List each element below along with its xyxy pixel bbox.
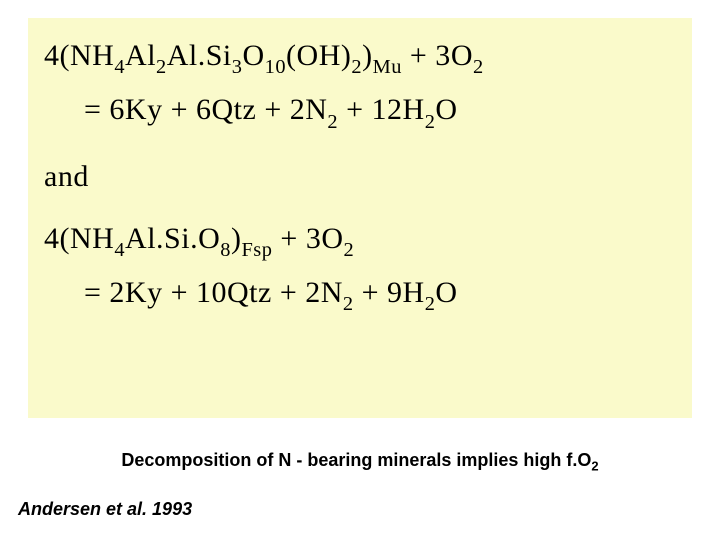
eq-text: O xyxy=(435,93,457,126)
spacer xyxy=(44,261,676,275)
eq-text: + 3 xyxy=(272,222,321,255)
eq-subscript: 3 xyxy=(232,56,243,78)
eq-text: Al xyxy=(125,39,156,72)
caption-text: Decomposition of N - bearing minerals im… xyxy=(121,450,591,470)
spacer xyxy=(44,133,676,159)
eq-phase-label: Fsp xyxy=(241,239,272,261)
equation-and: and xyxy=(44,159,676,195)
eq-subscript: 4 xyxy=(114,239,125,261)
eq-subscript: 2 xyxy=(156,56,167,78)
slide: 4(NH4Al2Al.Si3O10(OH)2)Mu + 3O2 = 6Ky + … xyxy=(0,0,720,540)
eq-text: ) xyxy=(362,39,373,72)
citation: Andersen et al. 1993 xyxy=(18,499,192,520)
eq-text: (OH) xyxy=(286,39,351,72)
eq-subscript: 4 xyxy=(114,56,125,78)
equation-2-line-1: 4(NH4Al.Si.O8)Fsp + 3O2 xyxy=(44,221,676,261)
eq-text: NH xyxy=(70,39,114,72)
eq-subscript: 10 xyxy=(265,56,286,78)
eq-subscript: 2 xyxy=(344,239,355,261)
eq-text: N xyxy=(321,276,343,309)
eq-subscript: 2 xyxy=(473,56,484,78)
equation-1-line-1: 4(NH4Al2Al.Si3O10(OH)2)Mu + 3O2 xyxy=(44,38,676,78)
eq-subscript: 2 xyxy=(425,293,436,315)
spacer xyxy=(44,195,676,221)
eq-text: Ky + 10 xyxy=(125,276,227,309)
equation-1-line-2: = 6Ky + 6Qtz + 2N2 + 12H2O xyxy=(44,92,676,132)
eq-text: Qtz + 2 xyxy=(212,93,306,126)
eq-text: + 3 xyxy=(402,39,451,72)
eq-text: N xyxy=(305,93,327,126)
eq-text: Al.Si xyxy=(167,39,232,72)
equation-box: 4(NH4Al2Al.Si3O10(OH)2)Mu + 3O2 = 6Ky + … xyxy=(28,18,692,418)
eq-text: Ky + 6 xyxy=(125,93,212,126)
eq-text: and xyxy=(44,160,89,193)
eq-text: ) xyxy=(231,222,242,255)
eq-subscript: 8 xyxy=(220,239,231,261)
eq-text: Al.Si.O xyxy=(125,222,220,255)
eq-text: 4 xyxy=(44,222,60,255)
eq-text: ( xyxy=(60,39,71,72)
eq-text: H xyxy=(403,93,425,126)
spacer xyxy=(44,78,676,92)
eq-text: O xyxy=(321,222,343,255)
eq-subscript: 2 xyxy=(351,56,362,78)
eq-text: Qtz + 2 xyxy=(227,276,321,309)
eq-text: = 2 xyxy=(84,276,125,309)
equation-2-line-2: = 2Ky + 10Qtz + 2N2 + 9H2O xyxy=(44,275,676,315)
eq-phase-label: Mu xyxy=(373,56,402,78)
eq-text: ( xyxy=(60,222,71,255)
eq-text: NH xyxy=(70,222,114,255)
eq-text: + 12 xyxy=(338,93,402,126)
eq-text: + 9 xyxy=(354,276,403,309)
eq-subscript: 2 xyxy=(425,111,436,133)
eq-subscript: 2 xyxy=(327,111,338,133)
eq-text: O xyxy=(451,39,473,72)
eq-text: = 6 xyxy=(84,93,125,126)
caption-subscript: 2 xyxy=(591,459,598,474)
eq-subscript: 2 xyxy=(343,293,354,315)
eq-text: O xyxy=(435,276,457,309)
caption: Decomposition of N - bearing minerals im… xyxy=(0,450,720,474)
eq-text: H xyxy=(403,276,425,309)
eq-text: 4 xyxy=(44,39,60,72)
eq-text: O xyxy=(242,39,264,72)
